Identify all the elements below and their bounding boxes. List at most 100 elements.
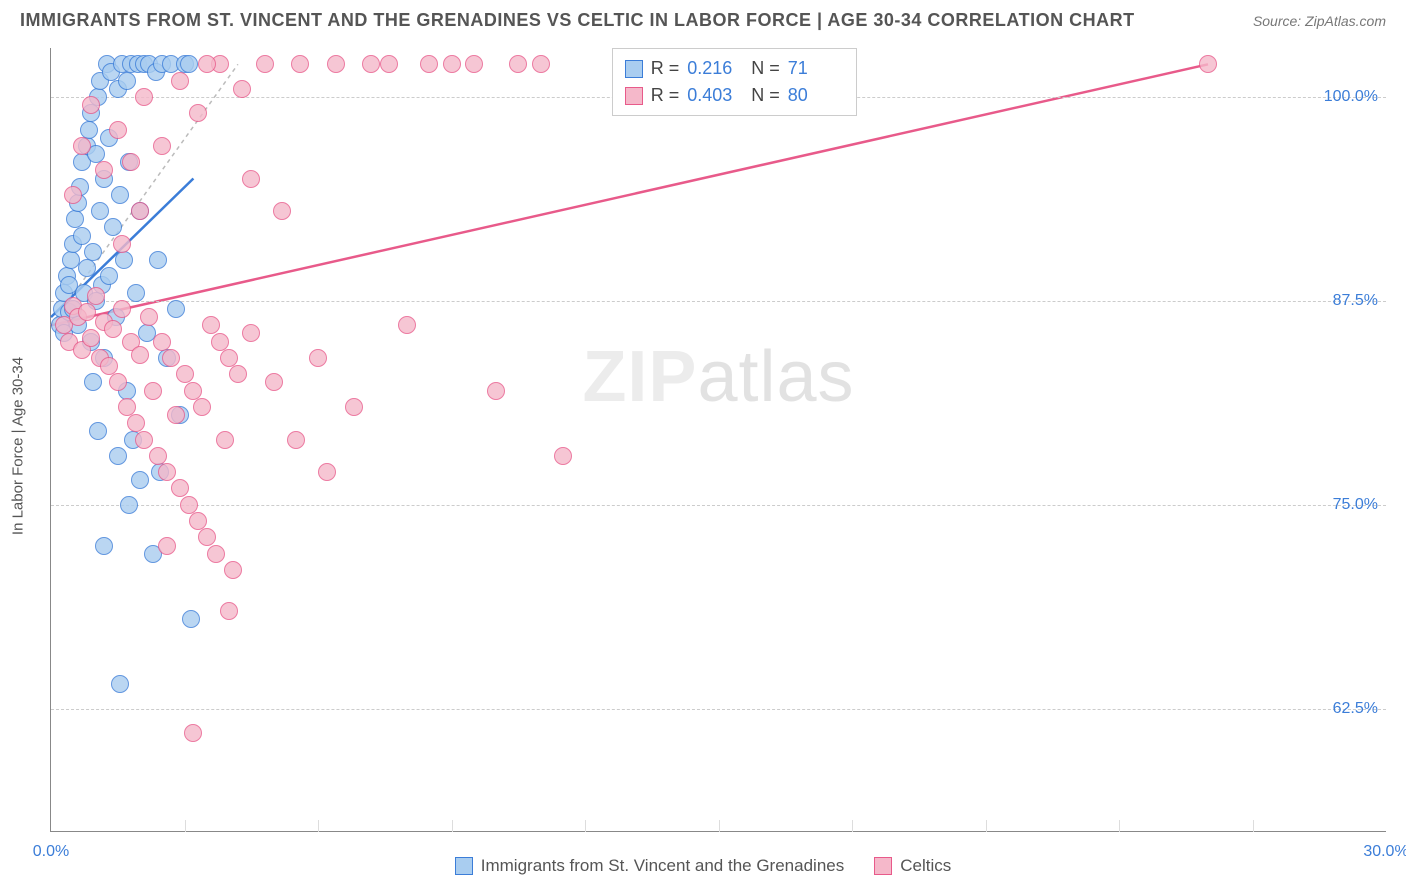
stat-label: N = <box>751 58 780 79</box>
x-tick <box>852 820 853 832</box>
stats-row: R = 0.403 N = 80 <box>625 82 844 109</box>
data-point <box>158 463 176 481</box>
stat-r: 0.216 <box>687 58 743 79</box>
data-point <box>95 161 113 179</box>
data-point <box>104 218 122 236</box>
data-point <box>443 55 461 73</box>
data-point <box>87 287 105 305</box>
data-point <box>131 471 149 489</box>
data-point <box>362 55 380 73</box>
data-point <box>158 537 176 555</box>
chart-header: IMMIGRANTS FROM ST. VINCENT AND THE GREN… <box>0 0 1406 37</box>
data-point <box>265 373 283 391</box>
x-tick <box>318 820 319 832</box>
legend-swatch <box>874 857 892 875</box>
data-point <box>554 447 572 465</box>
legend-item: Immigrants from St. Vincent and the Gren… <box>455 856 844 876</box>
data-point <box>465 55 483 73</box>
data-point <box>109 447 127 465</box>
data-point <box>216 431 234 449</box>
data-point <box>80 121 98 139</box>
data-point <box>84 243 102 261</box>
data-point <box>82 96 100 114</box>
data-point <box>113 235 131 253</box>
stat-label: R = <box>651 85 680 106</box>
grid-line-h <box>51 709 1386 710</box>
data-point <box>229 365 247 383</box>
data-point <box>1199 55 1217 73</box>
data-point <box>167 300 185 318</box>
data-point <box>140 308 158 326</box>
data-point <box>487 382 505 400</box>
stat-label: R = <box>651 58 680 79</box>
data-point <box>176 365 194 383</box>
data-point <box>420 55 438 73</box>
stat-r: 0.403 <box>687 85 743 106</box>
data-point <box>198 528 216 546</box>
data-point <box>242 170 260 188</box>
data-point <box>162 349 180 367</box>
data-point <box>309 349 327 367</box>
stat-label: N = <box>751 85 780 106</box>
data-point <box>198 55 216 73</box>
data-point <box>345 398 363 416</box>
data-point <box>184 382 202 400</box>
x-tick <box>452 820 453 832</box>
data-point <box>532 55 550 73</box>
data-point <box>149 251 167 269</box>
data-point <box>233 80 251 98</box>
data-point <box>84 373 102 391</box>
x-tick <box>585 820 586 832</box>
watermark: ZIPatlas <box>582 336 854 418</box>
y-tick-label: 62.5% <box>1333 700 1378 718</box>
data-point <box>180 55 198 73</box>
data-point <box>207 545 225 563</box>
data-point <box>100 357 118 375</box>
data-point <box>109 121 127 139</box>
data-point <box>66 210 84 228</box>
data-point <box>180 496 198 514</box>
y-tick-label: 87.5% <box>1333 292 1378 310</box>
stat-n: 80 <box>788 85 844 106</box>
data-point <box>73 137 91 155</box>
data-point <box>509 55 527 73</box>
data-point <box>127 414 145 432</box>
legend-item: Celtics <box>874 856 951 876</box>
x-tick <box>986 820 987 832</box>
data-point <box>153 137 171 155</box>
data-point <box>273 202 291 220</box>
data-point <box>256 55 274 73</box>
data-point <box>211 333 229 351</box>
data-point <box>118 72 136 90</box>
data-point <box>149 447 167 465</box>
data-point <box>327 55 345 73</box>
data-point <box>115 251 133 269</box>
grid-line-h <box>51 301 1386 302</box>
data-point <box>193 398 211 416</box>
data-point <box>167 406 185 424</box>
data-point <box>91 202 109 220</box>
data-point <box>318 463 336 481</box>
source-label: Source: ZipAtlas.com <box>1253 13 1386 29</box>
data-point <box>220 602 238 620</box>
data-point <box>131 202 149 220</box>
data-point <box>153 333 171 351</box>
data-point <box>202 316 220 334</box>
data-point <box>398 316 416 334</box>
stats-row: R = 0.216 N = 71 <box>625 55 844 82</box>
data-point <box>118 398 136 416</box>
data-point <box>171 72 189 90</box>
data-point <box>104 320 122 338</box>
chart-legend: Immigrants from St. Vincent and the Gren… <box>0 856 1406 876</box>
legend-label: Immigrants from St. Vincent and the Gren… <box>481 856 844 876</box>
x-tick <box>1253 820 1254 832</box>
data-point <box>171 479 189 497</box>
data-point <box>109 373 127 391</box>
chart-title: IMMIGRANTS FROM ST. VINCENT AND THE GREN… <box>20 10 1135 31</box>
y-axis-label: In Labor Force | Age 30-34 <box>10 357 27 535</box>
data-point <box>291 55 309 73</box>
data-point <box>189 104 207 122</box>
data-point <box>189 512 207 530</box>
data-point <box>135 431 153 449</box>
stat-n: 71 <box>788 58 844 79</box>
